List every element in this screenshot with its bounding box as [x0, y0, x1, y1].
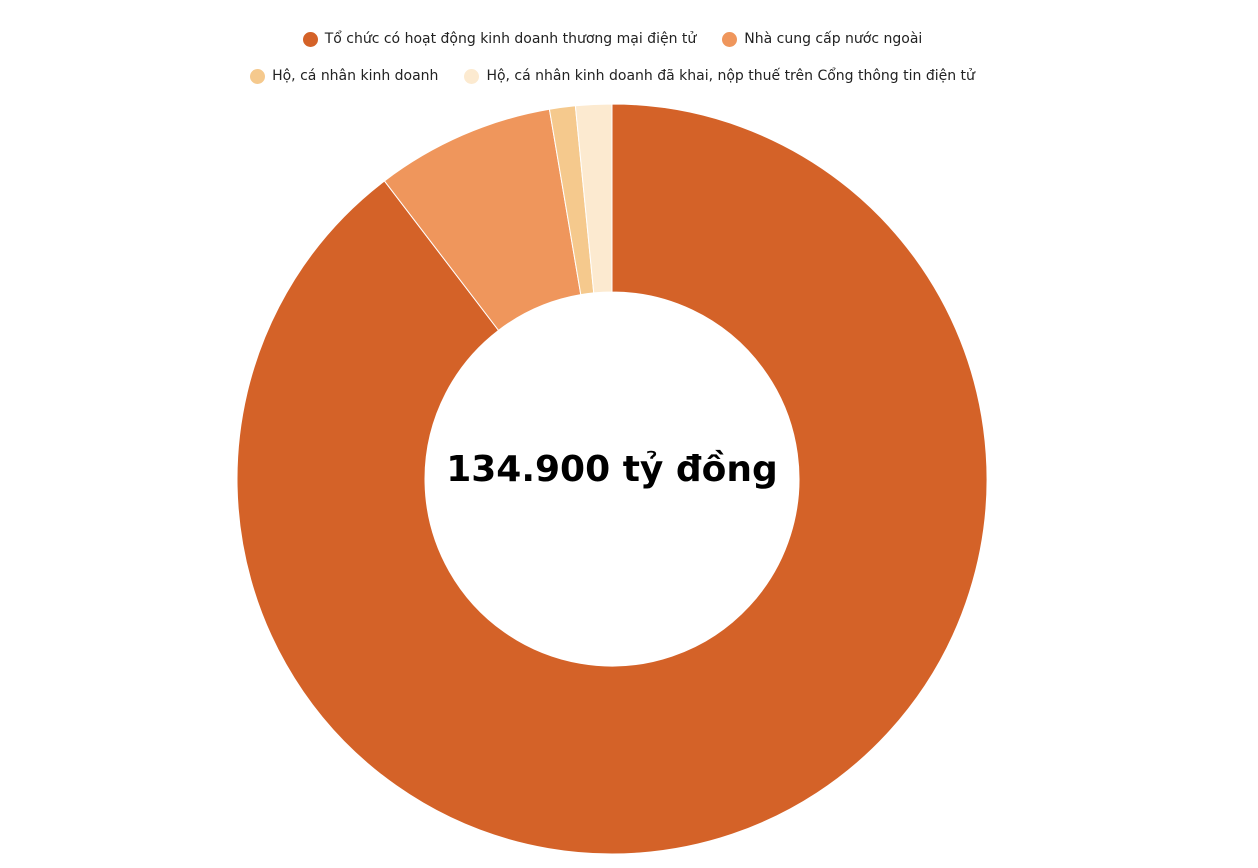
legend-item-foreign-suppliers[interactable]: Nhà cung cấp nước ngoài [722, 31, 922, 47]
slice-organizations[interactable] [236, 103, 988, 855]
legend-item-organizations[interactable]: Tổ chức có hoạt động kinh doanh thương m… [302, 31, 697, 47]
legend-row-1: Tổ chức có hoạt động kinh doanh thương m… [0, 31, 1225, 47]
legend-label-households-portal: Hộ, cá nhân kinh doanh đã khai, nộp thuế… [486, 68, 975, 84]
legend-swatch-households-portal [464, 68, 480, 84]
legend-label-foreign-suppliers: Nhà cung cấp nước ngoài [744, 31, 923, 47]
slice-households-portal[interactable] [574, 103, 613, 294]
legend-item-households[interactable]: Hộ, cá nhân kinh doanh [250, 68, 438, 84]
legend-row-2: Hộ, cá nhân kinh doanh Hộ, cá nhân kinh … [0, 68, 1225, 84]
legend-swatch-foreign-suppliers [722, 31, 738, 47]
donut-slices [236, 103, 988, 855]
legend-label-households: Hộ, cá nhân kinh doanh [272, 68, 439, 84]
legend-item-households-portal[interactable]: Hộ, cá nhân kinh doanh đã khai, nộp thuế… [464, 68, 975, 84]
donut-center-total: 134.900 tỷ đồng [446, 449, 778, 490]
legend-label-organizations: Tổ chức có hoạt động kinh doanh thương m… [324, 31, 697, 47]
legend-swatch-households [250, 68, 266, 84]
legend-swatch-organizations [302, 31, 318, 47]
